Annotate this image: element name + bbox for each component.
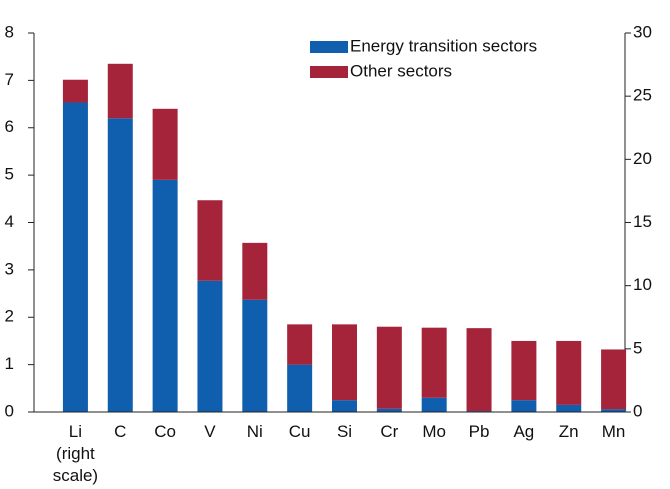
bar-segment	[287, 364, 313, 412]
x-tick-label: Zn	[558, 422, 579, 441]
legend-swatch	[310, 66, 348, 78]
bar-segment	[601, 349, 627, 410]
y-tick-label: 3	[5, 259, 14, 278]
legend-label: Other sectors	[350, 61, 452, 80]
bar-segment	[332, 400, 357, 412]
bar-segment	[152, 108, 178, 180]
bar-segment	[511, 400, 537, 412]
y2-tick-label: 20	[633, 149, 652, 168]
x-tick-label: Si	[336, 422, 353, 441]
y2-tick-label: 5	[633, 338, 642, 357]
x-tick-label: Li (right scale)	[52, 422, 99, 485]
y-tick-label: 8	[5, 22, 14, 41]
bar-segment	[376, 326, 402, 409]
y-tick-label: 1	[5, 354, 14, 373]
bar-segment	[62, 79, 88, 103]
legend-label: Energy transition sectors	[350, 36, 537, 55]
bar-segment	[197, 200, 223, 281]
bar-segment	[421, 397, 447, 412]
bar-segment	[556, 340, 582, 405]
y-tick-label: 4	[5, 212, 14, 231]
x-tick-label: C	[114, 422, 127, 441]
bar-segment	[152, 179, 178, 412]
x-tick-label: Ag	[513, 422, 535, 441]
bar-segment	[242, 299, 268, 412]
x-tick-label: Cu	[288, 422, 311, 441]
x-tick-label: Ni	[246, 422, 263, 441]
bar-segment	[421, 327, 447, 398]
x-tick-label: Mo	[422, 422, 446, 441]
bar-segment	[511, 340, 537, 401]
x-tick-label: V	[204, 422, 216, 441]
y-tick-label: 6	[5, 117, 14, 136]
bar-segment	[332, 324, 357, 401]
y2-tick-label: 0	[633, 401, 642, 420]
y2-tick-label: 30	[633, 22, 652, 41]
bar-segment	[466, 328, 492, 412]
bar-segment	[107, 63, 133, 119]
y2-tick-label: 25	[633, 86, 652, 105]
y2-tick-label: 10	[633, 275, 652, 294]
x-tick-label: Pb	[468, 422, 490, 441]
y-tick-label: 2	[5, 307, 14, 326]
bar-segment	[376, 408, 402, 412]
x-tick-label: Cr	[380, 422, 399, 441]
bar-segment	[107, 118, 133, 413]
y-tick-label: 5	[5, 165, 14, 184]
legend-swatch	[310, 41, 348, 53]
bar-segment	[556, 404, 582, 412]
y2-tick-label: 15	[633, 212, 652, 231]
bar-segment	[242, 242, 268, 300]
x-tick-label: Co	[154, 422, 176, 441]
y-tick-label: 7	[5, 70, 14, 89]
bar-segment	[601, 409, 627, 412]
x-tick-label: Mn	[601, 422, 626, 441]
bar-segment	[287, 324, 313, 365]
bar-segment	[62, 102, 88, 412]
bar-segment	[197, 280, 223, 412]
y-tick-label: 0	[5, 401, 14, 420]
